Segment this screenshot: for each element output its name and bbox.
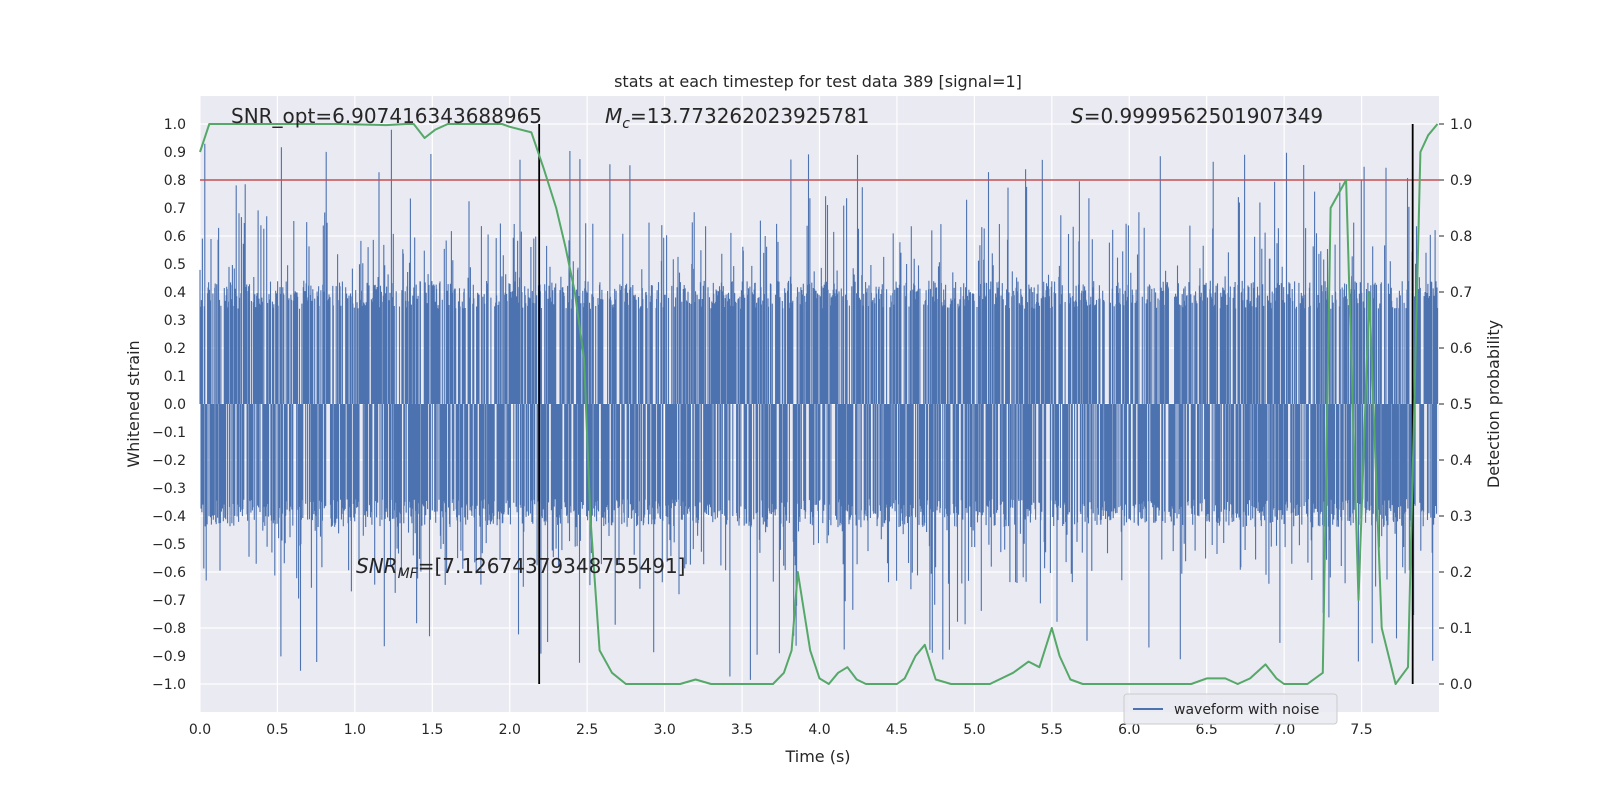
legend: waveform with noise [1123,693,1338,725]
y-tick-label: −0.7 [152,593,186,609]
y-tick-label: 0.6 [164,229,186,245]
x-tick-label: 5.0 [963,722,985,738]
x-tick-label: 3.0 [653,722,675,738]
x-tick-label: 7.5 [1350,722,1372,738]
snr-mf-annotation: SNRMF=[7.12674379348755491] [356,554,685,582]
y2-tick-label: 0.1 [1450,621,1472,637]
detection-probability-line [199,123,1439,685]
y2-tick-label: 0.3 [1450,509,1472,525]
x-tick-label: 0.5 [266,722,288,738]
y-tick-label: 0.3 [164,313,186,329]
x-tick-label: 7.0 [1273,722,1295,738]
y-tick-label: 0.9 [164,145,186,161]
y-tick-label: 0.0 [164,397,186,413]
x-tick-label: 1.5 [421,722,443,738]
y2-tick-label: 0.6 [1450,341,1472,357]
y2-axis-label: Detection probability [1484,320,1503,488]
y-tick-label: −0.9 [152,649,186,665]
y2-tick-label: 0.9 [1450,173,1472,189]
x-tick-label: 6.5 [1196,722,1218,738]
y2-tick-label: 1.0 [1450,117,1472,133]
y2-tick-label: 0.2 [1450,565,1472,581]
y-tick-label: −0.4 [152,509,186,525]
waveform-with-noise-series [199,129,1439,680]
y-tick-label: −1.0 [152,677,186,693]
vertical-lines-group [538,124,1414,684]
x-tick-label: 3.5 [731,722,753,738]
legend-box [1123,693,1338,725]
legend-entry-waveform: waveform with noise [1174,702,1319,718]
x-tick-label: 2.0 [499,722,521,738]
y-tick-label: −0.2 [152,453,186,469]
y2-axis-ticks: 1.0 0.9 0.8 0.7 0.6 0.5 0.4 0.3 0.2 0.1 0.0 [1439,117,1472,693]
y-tick-label: −0.6 [152,565,186,581]
y-tick-label: 1.0 [164,117,186,133]
x-tick-label: 2.5 [576,722,598,738]
y-tick-label: −0.1 [152,425,186,441]
x-tick-label: 0.0 [189,722,211,738]
x-axis-ticks: 0.0 0.5 1.0 1.5 2.0 2.5 3.0 3.5 4.0 4.5 5.0 5.5 6.0 6… [189,722,1373,738]
y-tick-label: 0.5 [164,257,186,273]
y-tick-label: −0.5 [152,537,186,553]
x-tick-label: 5.5 [1041,722,1063,738]
y2-tick-label: 0.0 [1450,677,1472,693]
x-axis-label: Time (s) [784,747,850,766]
y-tick-label: 0.1 [164,369,186,385]
x-tick-label: 1.0 [344,722,366,738]
x-tick-label: 4.5 [886,722,908,738]
y-axis-label: Whitened strain [124,340,143,467]
snr-opt-annotation: SNR_opt=6.907416343688965 [231,104,542,128]
chirp-mass-annotation: Mc=13.773262023925781 [605,104,869,132]
y2-tick-label: 0.7 [1450,285,1472,301]
y2-tick-label: 0.4 [1450,453,1472,469]
y-tick-label: −0.8 [152,621,186,637]
y-tick-label: −0.3 [152,481,186,497]
y2-tick-label: 0.8 [1450,229,1472,245]
x-tick-label: 4.0 [808,722,830,738]
chart-title: stats at each timestep for test data 389… [614,72,1022,91]
y-tick-label: 0.7 [164,201,186,217]
detection-probability-series [199,123,1439,685]
s-annotation: S=0.9999562501907349 [1071,104,1323,128]
y2-tick-label: 0.5 [1450,397,1472,413]
y-tick-label: 0.8 [164,173,186,189]
y-tick-label: 0.4 [164,285,186,301]
waveform-trace [199,129,1439,680]
y-axis-ticks: 1.0 0.9 0.8 0.7 0.6 0.5 0.4 0.3 0.2 0.1 0.0 −0.1 −0.… [152,117,186,693]
x-tick-label: 6.0 [1118,722,1140,738]
y-tick-label: 0.2 [164,341,186,357]
